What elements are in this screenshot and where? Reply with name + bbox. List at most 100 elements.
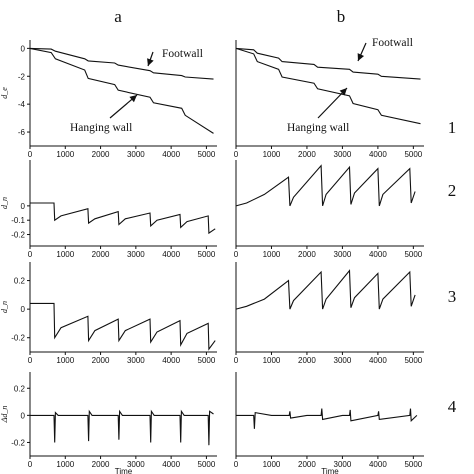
panel-2b-x-tick-label: 2000 (298, 250, 316, 259)
panel-1a-arrowhead (147, 58, 154, 66)
panel-2b-series-0 (235, 164, 416, 207)
panel-2a-y-label: d_n (0, 197, 9, 209)
panel-2a-series-0 (30, 202, 216, 235)
panel-3a-x-tick-label: 0 (28, 356, 33, 365)
row-label-4: 4 (448, 397, 457, 416)
panel-1a-x-tick-label: 0 (28, 150, 33, 159)
panel-1b: 0 1000 2000 3000 4000 5000 Footwall Hanging wal… (234, 37, 424, 159)
panel-2b-x-tick-label: 0 (234, 250, 239, 259)
panel-1a-x-tick-label: 1000 (56, 150, 74, 159)
panel-4a-y-tick-label: 0 (21, 411, 26, 420)
panel-2a-y-tick-label: -0.2 (11, 231, 25, 240)
panel-1a-arrowhead (129, 95, 137, 103)
column-label-a: a (114, 7, 122, 26)
panel-2a-x-tick-label: 4000 (162, 250, 180, 259)
panel-1b-annotation-footwall: Footwall (372, 37, 413, 49)
panel-3a-x-tick-label: 4000 (162, 356, 180, 365)
panel-1a-y-tick-label: -4 (18, 100, 26, 109)
panel-4b-x-tick-label: 4000 (369, 460, 387, 469)
panel-1a-annotation-footwall: Footwall (162, 48, 203, 60)
panel-2a-x-tick-label: 0 (28, 250, 33, 259)
panel-1a-x-tick-label: 5000 (198, 150, 216, 159)
panel-4b-x-tick-label: 3000 (334, 460, 352, 469)
panel-4b-x-label: Time (321, 467, 339, 474)
panel-3a-y-tick-label: 0 (21, 305, 26, 314)
panel-2b-x-tick-label: 1000 (263, 250, 281, 259)
panel-4b-x-tick-label: 0 (234, 460, 239, 469)
column-label-b: b (337, 7, 346, 26)
panel-4b-x-tick-label: 1000 (263, 460, 281, 469)
panel-3a-x-tick-label: 5000 (198, 356, 216, 365)
panel-1b-x-tick-label: 5000 (404, 150, 422, 159)
row-label-2: 2 (448, 181, 457, 200)
panel-4b-x-tick-label: 5000 (404, 460, 422, 469)
panel-3a-x-tick-label: 2000 (92, 356, 110, 365)
panel-1a-x-tick-label: 2000 (92, 150, 110, 159)
panel-3a-x-tick-label: 3000 (127, 356, 145, 365)
panel-1b-x-tick-label: 4000 (369, 150, 387, 159)
panel-4b-x-tick-label: 2000 (298, 460, 316, 469)
panel-1a: 0 1000 2000 3000 4000 5000 0 -2 -4 -6 d_e Footwall H… (0, 40, 217, 159)
panel-3b-x-tick-label: 1000 (263, 356, 281, 365)
panel-4a-y-tick-label: -0.2 (11, 438, 25, 447)
panel-1a-series-hanging-wall (29, 47, 214, 134)
panel-4a-x-tick-label: 3000 (127, 460, 145, 469)
panel-1a-y-tick-label: -6 (18, 128, 26, 137)
panel-4a-x-tick-label: 1000 (56, 460, 74, 469)
panel-4a-y-tick-label: 0.2 (14, 384, 26, 393)
panel-4a-y-label: Δd_n (0, 406, 9, 424)
panel-3b-x-tick-label: 3000 (334, 356, 352, 365)
panel-4a-x-tick-label: 4000 (162, 460, 180, 469)
panel-3b: 0 1000 2000 3000 4000 5000 (234, 262, 424, 365)
panel-4b: 0 1000 2000 3000 4000 5000 Time (234, 372, 424, 474)
panel-3b-x-tick-label: 0 (234, 356, 239, 365)
panel-4a: 0 1000 2000 3000 4000 5000 0.2 0 -0.2 Δd_n Time (0, 372, 217, 474)
chart-panels: 0 1000 2000 3000 4000 5000 0 -2 -4 -6 d_e Footwall H… (0, 37, 424, 474)
panel-2a-y-tick-label: -0.1 (11, 216, 25, 225)
panel-1b-series-hanging-wall (235, 47, 421, 125)
panel-1a-x-tick-label: 4000 (162, 150, 180, 159)
panel-1b-x-tick-label: 0 (234, 150, 239, 159)
panel-1b-x-tick-label: 2000 (298, 150, 316, 159)
panel-4a-x-tick-label: 5000 (198, 460, 216, 469)
panel-2a-x-tick-label: 2000 (92, 250, 110, 259)
panel-4a-x-label: Time (115, 467, 133, 474)
panel-3b-x-tick-label: 4000 (369, 356, 387, 365)
row-label-1: 1 (448, 118, 457, 137)
panel-1a-y-tick-label: -2 (18, 72, 26, 81)
panel-2a-x-tick-label: 3000 (127, 250, 145, 259)
panel-1b-arrowhead (357, 53, 365, 61)
panel-2b-x-tick-label: 5000 (404, 250, 422, 259)
panel-1a-y-label: d_e (0, 87, 9, 99)
panel-3b-series-0 (235, 269, 416, 310)
panel-2a: 0 1000 2000 3000 4000 5000 0 -0.1 -0.2 d_n (0, 160, 217, 259)
panel-1a-annotation-hanging-wall: Hanging wall (70, 122, 132, 134)
row-label-3: 3 (448, 287, 457, 306)
panel-3a-series-0 (30, 302, 216, 351)
panel-2a-x-tick-label: 5000 (198, 250, 216, 259)
panel-4a-series-0 (30, 409, 214, 446)
panel-1b-arrowhead (339, 88, 347, 96)
panel-1a-x-tick-label: 3000 (127, 150, 145, 159)
panel-3b-x-tick-label: 5000 (404, 356, 422, 365)
panel-1b-x-tick-label: 3000 (334, 150, 352, 159)
panel-3a-y-label: d_n (0, 301, 9, 313)
panel-3a-y-tick-label: -0.2 (11, 334, 25, 343)
panel-4b-series-0 (236, 408, 418, 429)
panel-2b-x-tick-label: 3000 (334, 250, 352, 259)
panel-1b-series-footwall (235, 47, 421, 80)
panel-1a-y-tick-label: 0 (21, 44, 26, 53)
panel-2a-x-tick-label: 1000 (56, 250, 74, 259)
panel-3a-x-tick-label: 1000 (56, 356, 74, 365)
panel-3a-y-tick-label: 0.2 (14, 277, 26, 286)
panel-1b-annotation-hanging-wall: Hanging wall (287, 122, 349, 134)
panel-2a-y-tick-label: 0 (21, 202, 26, 211)
panel-4a-x-tick-label: 2000 (92, 460, 110, 469)
panel-1b-x-tick-label: 1000 (263, 150, 281, 159)
panel-3b-x-tick-label: 2000 (298, 356, 316, 365)
panel-2b-x-tick-label: 4000 (369, 250, 387, 259)
panel-3a: 0 1000 2000 3000 4000 5000 0.2 0 -0.2 d_n (0, 262, 217, 365)
panel-2b: 0 1000 2000 3000 4000 5000 (234, 160, 424, 259)
panel-1a-series-footwall (29, 47, 214, 80)
